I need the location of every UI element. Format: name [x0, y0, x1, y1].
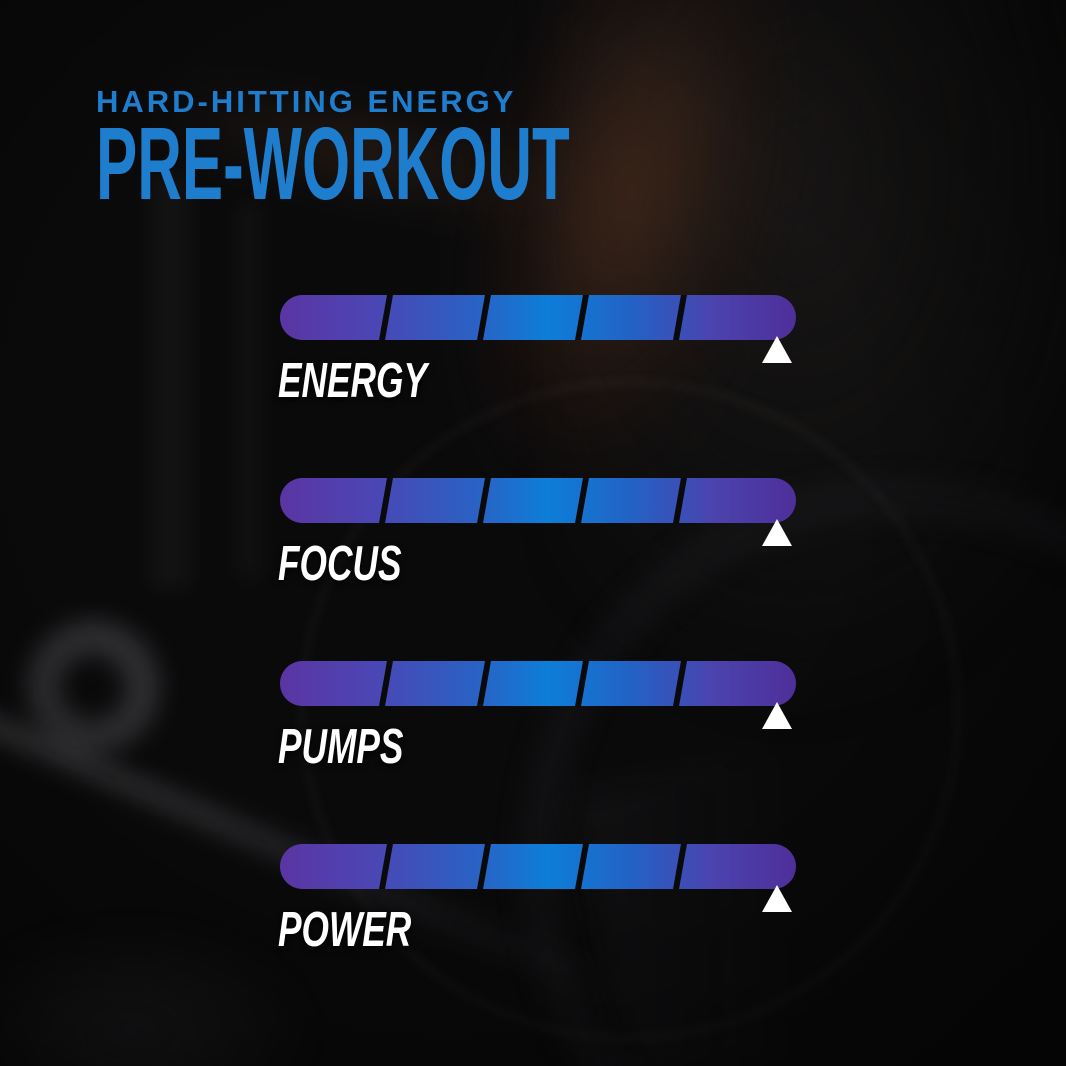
rating-label: FOCUS: [278, 537, 402, 591]
bar-segment-divider: [573, 295, 590, 340]
bar-segment-divider: [671, 478, 688, 523]
rating-bar: [280, 661, 796, 706]
rating-marker-triangle-icon: [761, 336, 792, 363]
bar-segment-divider: [476, 478, 493, 523]
rating-marker-triangle-icon: [761, 885, 792, 912]
bar-segment-divider: [573, 478, 590, 523]
rating-row-pumps: PUMPS: [278, 661, 796, 796]
bar-segment-divider: [671, 844, 688, 889]
rating-marker-triangle-icon: [761, 519, 792, 546]
bar-segment-divider: [476, 661, 493, 706]
rating-row-focus: FOCUS: [278, 478, 796, 613]
rating-marker-triangle-icon: [761, 702, 792, 729]
rating-label: PUMPS: [278, 720, 404, 774]
bar-segment-divider: [378, 478, 395, 523]
bar-segment-divider: [671, 661, 688, 706]
bar-segment-divider: [476, 844, 493, 889]
bar-segment-divider: [671, 295, 688, 340]
product-title: PRE-WORKOUT: [96, 106, 570, 221]
bar-segment-divider: [476, 295, 493, 340]
rating-bar: [280, 844, 796, 889]
bar-segment-divider: [573, 844, 590, 889]
rating-row-energy: ENERGY: [278, 295, 796, 430]
bar-segment-divider: [378, 661, 395, 706]
bar-segment-divider: [573, 661, 590, 706]
tagline-text: HARD-HITTING ENERGY: [96, 84, 517, 119]
rating-row-power: POWER: [278, 844, 796, 979]
rating-bar: [280, 478, 796, 523]
rating-label: ENERGY: [278, 354, 427, 408]
rating-label: POWER: [278, 903, 412, 957]
bar-segment-divider: [378, 844, 395, 889]
bar-segment-divider: [378, 295, 395, 340]
rating-bar: [280, 295, 796, 340]
